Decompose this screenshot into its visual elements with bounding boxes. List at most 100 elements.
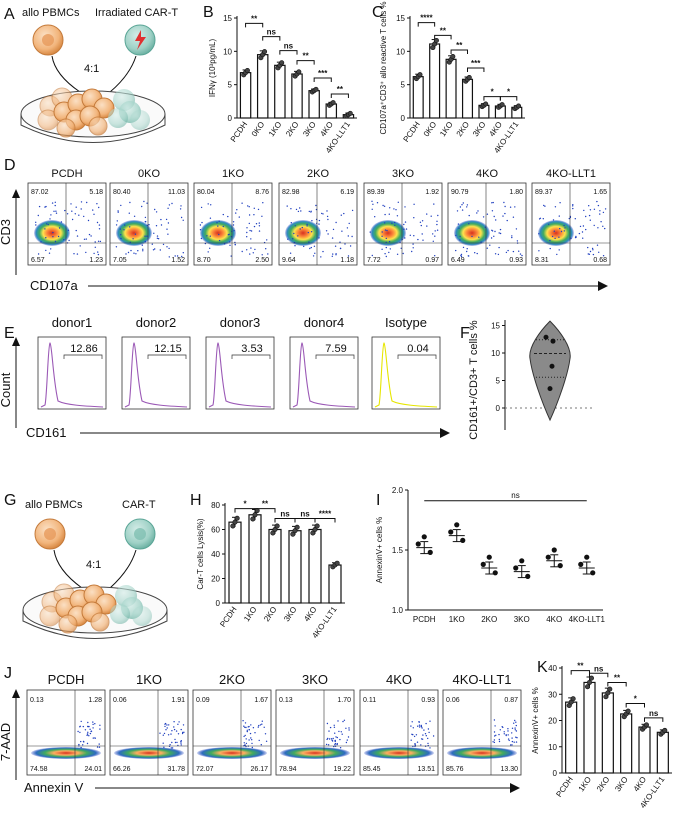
event-dot [508, 739, 510, 742]
event-dot [209, 217, 212, 219]
event-dot [588, 253, 591, 255]
event-dot [332, 253, 334, 255]
event-dot [260, 744, 262, 746]
density-cloud [197, 747, 267, 759]
event-dot [346, 227, 349, 229]
event-dot [338, 730, 340, 733]
arrow-right-icon [109, 55, 137, 93]
quadrant-ll: 6.49 [451, 257, 465, 264]
event-dot [511, 235, 513, 237]
event-dot [327, 744, 330, 746]
event-dot [582, 237, 584, 239]
data-point [417, 72, 423, 78]
event-dot [556, 253, 558, 256]
event-dot [167, 734, 170, 736]
event-dot [515, 724, 517, 727]
bar [445, 58, 457, 119]
significance-label: ns [284, 42, 294, 51]
event-dot [332, 228, 335, 231]
significance-label: *** [318, 69, 328, 78]
event-dot [404, 206, 406, 208]
event-dot [263, 726, 265, 728]
label-allo-pbmcs-g: allo PBMCs [25, 499, 83, 511]
plot-title: PCDH [51, 168, 82, 180]
event-dot [563, 230, 565, 232]
event-dot [414, 743, 416, 746]
histogram-curve [124, 342, 188, 408]
event-dot [423, 729, 425, 731]
j-y-axis-label: 7-AAD [0, 723, 13, 761]
quadrant-ul: 0.09 [196, 697, 210, 704]
event-dot [539, 217, 542, 219]
event-dot [294, 225, 296, 227]
event-dot [327, 233, 329, 235]
event-dot [83, 238, 86, 240]
event-dot [493, 731, 496, 733]
event-dot [130, 249, 132, 252]
event-dot [499, 232, 502, 235]
event-dot [168, 256, 170, 258]
event-dot [133, 252, 135, 254]
event-dot [115, 246, 118, 248]
event-dot [558, 215, 560, 217]
bar [288, 530, 302, 604]
violin-shape [529, 320, 571, 422]
event-dot [549, 247, 551, 250]
histogram-curve [40, 342, 104, 408]
event-dot [334, 744, 336, 746]
event-dot [160, 218, 162, 221]
event-dot [249, 229, 251, 232]
y-tick-label: 10 [223, 47, 232, 56]
bar [308, 90, 320, 119]
event-dot [372, 203, 374, 205]
data-point [334, 560, 340, 566]
event-dot [146, 202, 148, 204]
significance-label: ns [280, 509, 290, 518]
bar [620, 713, 633, 774]
event-dot [511, 236, 513, 239]
event-dot [425, 722, 427, 725]
event-dot [52, 231, 54, 234]
x-tick-label: 4KO [318, 120, 335, 138]
significance-bracket [274, 517, 296, 523]
event-dot [245, 726, 247, 729]
event-dot [511, 737, 513, 739]
event-dot [585, 215, 587, 218]
event-dot [499, 228, 502, 231]
data-point [427, 549, 433, 556]
event-dot [336, 743, 338, 746]
event-dot [432, 735, 435, 737]
data-point [448, 529, 454, 535]
event-dot [326, 210, 328, 212]
y-tick-label: 10 [548, 743, 557, 752]
plot-title: PCDH [48, 672, 85, 687]
event-dot [248, 739, 250, 741]
event-dot [251, 742, 253, 745]
event-dot [142, 248, 144, 250]
event-dot [396, 215, 399, 217]
bar [228, 521, 242, 604]
event-dot [511, 727, 514, 729]
flow-plot-frame [442, 689, 522, 776]
bar [256, 54, 269, 119]
quadrant-lr: 13.30 [500, 766, 518, 773]
significance-label: *** [471, 59, 481, 68]
event-dot [602, 225, 604, 227]
quadrant-ul: 89.37 [535, 189, 553, 196]
significance-label: * [507, 88, 511, 97]
event-dot [120, 237, 122, 240]
quadrant-lr: 0.68 [593, 257, 607, 264]
event-dot [218, 233, 220, 236]
event-dot [154, 208, 156, 211]
y-tick-label: 2.0 [392, 486, 404, 495]
density-cloud [200, 220, 236, 246]
quadrant-ul: 89.39 [367, 189, 385, 196]
event-dot [218, 239, 221, 242]
data-point [547, 386, 553, 392]
event-dot [553, 230, 555, 232]
event-dot [200, 237, 203, 240]
event-dot [468, 214, 470, 217]
event-dot [88, 233, 91, 236]
event-dot [513, 722, 515, 724]
event-dot [507, 728, 509, 730]
